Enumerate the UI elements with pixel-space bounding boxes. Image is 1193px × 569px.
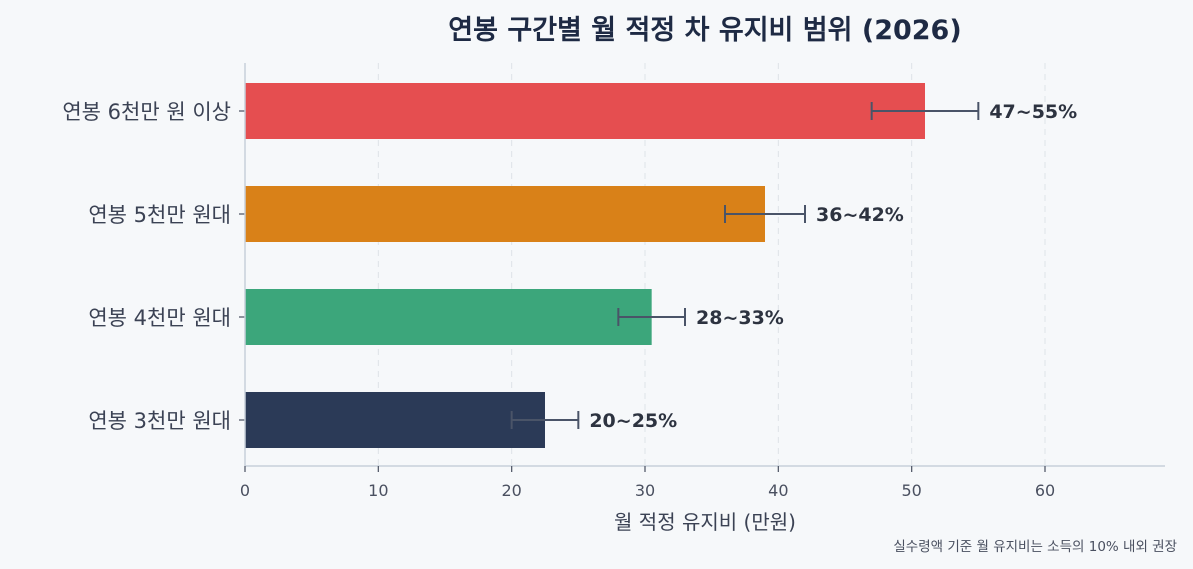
x-tick-label-0: 0 — [240, 481, 250, 500]
x-tick-label-40: 40 — [768, 481, 788, 500]
chart-title: 연봉 구간별 월 적정 차 유지비 범위 (2026) — [448, 15, 961, 46]
category-label-3: 연봉 3천만 원대 — [88, 409, 231, 433]
category-label-2: 연봉 4천만 원대 — [88, 306, 231, 330]
x-axis-title: 월 적정 유지비 (만원) — [614, 510, 796, 534]
category-label-0: 연봉 6천만 원 이상 — [62, 100, 231, 124]
x-tick-label-50: 50 — [901, 481, 921, 500]
x-tick-label-60: 60 — [1035, 481, 1055, 500]
bar-1 — [245, 186, 765, 242]
labels: 47~55% 연봉 6천만 원 이상 36~42% 연봉 5천만 원대 28~33% 연봉… — [62, 100, 1077, 500]
bars — [245, 83, 980, 448]
x-tick-label-10: 10 — [368, 481, 388, 500]
x-tick-label-30: 30 — [635, 481, 655, 500]
range-label-1: 36~42% — [816, 204, 904, 226]
x-tick-label-20: 20 — [501, 481, 521, 500]
range-label-0: 47~55% — [989, 101, 1077, 123]
bar-3 — [245, 392, 545, 448]
bar-2 — [245, 289, 652, 345]
bar-0 — [245, 83, 925, 139]
range-label-3: 20~25% — [589, 410, 677, 432]
category-label-1: 연봉 5천만 원대 — [88, 203, 231, 227]
footnote: 실수령액 기준 월 유지비는 소득의 10% 내외 권장 — [893, 539, 1177, 555]
range-label-2: 28~33% — [696, 307, 784, 329]
axes — [239, 63, 1165, 472]
